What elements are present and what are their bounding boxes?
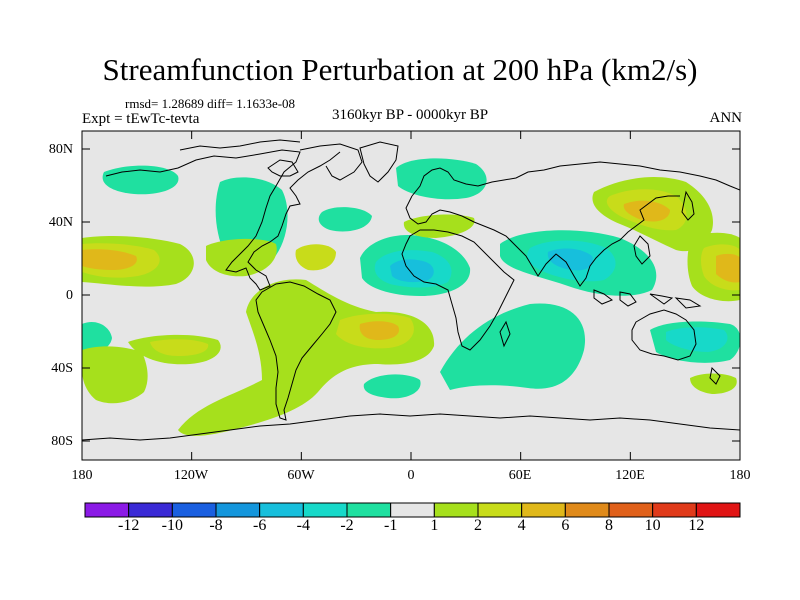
colorbar-swatch bbox=[477, 502, 523, 518]
colorbar-swatch bbox=[564, 502, 610, 518]
colorbar-label: 4 bbox=[517, 517, 526, 534]
contour-region bbox=[359, 321, 400, 340]
colorbar-label: 2 bbox=[474, 517, 482, 534]
lat-label-80s: 80S bbox=[51, 434, 73, 449]
axis-ticks bbox=[81, 131, 741, 460]
contour-region bbox=[623, 200, 670, 222]
colorbar-swatch bbox=[390, 502, 435, 518]
contour-region bbox=[363, 374, 421, 399]
lat-label-80n: 80N bbox=[48, 142, 73, 157]
contour-region bbox=[716, 253, 740, 283]
colorbar-label: -12 bbox=[117, 517, 140, 534]
colorbar-swatch bbox=[652, 502, 697, 518]
colorbar-label: -8 bbox=[209, 517, 223, 534]
colorbar-swatch bbox=[128, 502, 173, 518]
colorbar-label: 12 bbox=[688, 517, 705, 534]
contour-region bbox=[440, 303, 586, 390]
colorbar-label: -6 bbox=[252, 517, 267, 534]
colorbar-label: 1 bbox=[430, 517, 439, 534]
colorbar-swatch bbox=[608, 502, 654, 518]
contour-region bbox=[82, 321, 112, 352]
colorbar-swatch bbox=[84, 502, 130, 518]
contour-region bbox=[396, 158, 487, 200]
colorbar-swatch bbox=[521, 502, 566, 518]
contour-region bbox=[547, 248, 593, 271]
coastlines bbox=[82, 139, 740, 441]
lon-label-0: 0 bbox=[407, 468, 415, 483]
contour-region bbox=[666, 327, 728, 352]
colorbar-label: -10 bbox=[161, 517, 183, 534]
colorbar-swatch bbox=[171, 502, 217, 518]
experiment-label: Expt = tEwTc-tevta bbox=[82, 111, 200, 127]
lon-label-180w: 180 bbox=[71, 468, 93, 483]
lon-label-60w: 60W bbox=[287, 468, 315, 483]
contour-region bbox=[82, 346, 148, 404]
colorbar-swatch bbox=[695, 502, 741, 518]
period-label: 3160kyr BP - 0000kyr BP bbox=[331, 107, 489, 123]
colorbar-swatch bbox=[259, 502, 304, 518]
lat-label-40s: 40S bbox=[51, 361, 73, 376]
colorbar-label: -2 bbox=[340, 517, 354, 534]
colorbar-label: 10 bbox=[644, 517, 661, 534]
season-label: ANN bbox=[709, 110, 743, 126]
lon-label-120w: 120W bbox=[173, 468, 209, 483]
contour-region bbox=[403, 214, 475, 238]
contour-fill bbox=[82, 158, 740, 436]
colorbar-label: -1 bbox=[383, 517, 398, 534]
lon-label-60e: 60E bbox=[508, 468, 532, 483]
colorbar-swatch bbox=[433, 502, 479, 518]
colorbar-swatch bbox=[346, 502, 392, 518]
colorbar-label: -4 bbox=[296, 517, 310, 534]
colorbar bbox=[84, 502, 741, 518]
contour-region bbox=[82, 249, 137, 270]
stats-text: rmsd= 1.28689 diff= 1.1633e-08 bbox=[125, 96, 296, 111]
plot-title: Streamfunction Perturbation at 200 hPa (… bbox=[102, 52, 698, 87]
contour-region bbox=[295, 244, 336, 271]
colorbar-swatch bbox=[302, 502, 348, 518]
lon-label-180e: 180 bbox=[729, 468, 751, 483]
contour-region bbox=[690, 373, 737, 394]
contour-region bbox=[102, 165, 179, 195]
lat-label-40n: 40N bbox=[48, 215, 73, 230]
contour-region bbox=[318, 207, 372, 232]
lat-label-0: 0 bbox=[66, 288, 73, 303]
lon-label-120e: 120E bbox=[615, 468, 645, 483]
colorbar-label: 8 bbox=[605, 517, 613, 534]
colorbar-label: 6 bbox=[561, 517, 570, 534]
contour-region bbox=[390, 259, 434, 283]
colorbar-swatch bbox=[215, 502, 261, 518]
contour-region bbox=[150, 339, 209, 356]
